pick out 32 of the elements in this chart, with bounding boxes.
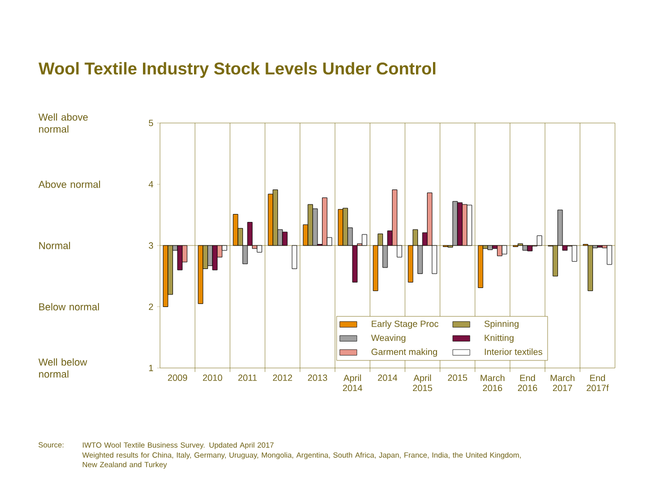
x-tick-label: 2011	[238, 374, 257, 381]
x-tick-label: April 2015	[412, 374, 432, 392]
legend-label: Spinning	[484, 320, 519, 329]
y-tick-label: 1	[149, 364, 154, 372]
text: Above normal	[38, 180, 100, 188]
x-tick-label: 2014	[378, 374, 398, 381]
x-tick-label: 2012	[272, 374, 292, 381]
legend-label: Garment making	[372, 348, 437, 357]
x-tick-label: April 2014	[342, 374, 362, 392]
bar	[478, 245, 484, 288]
bar	[292, 245, 298, 270]
text: Normal	[39, 242, 70, 250]
x-tick-label: End 2017f	[586, 374, 609, 392]
x-tick-label: 2009	[168, 374, 188, 381]
legend-label: Interior textiles	[484, 348, 542, 356]
legend-label: Weaving	[371, 334, 406, 343]
x-tick-label: 2015	[448, 374, 468, 381]
x-tick-label: March 2016	[480, 374, 504, 392]
text: Below normal	[39, 303, 99, 310]
chart-title: Wool Textile Industry Stock Levels Under Control	[38, 62, 436, 78]
y-tick-label: 3	[148, 242, 154, 249]
y-tick-label: 2	[148, 304, 154, 310]
text: Well above normal	[38, 113, 88, 133]
x-tick-label: 2013	[308, 374, 328, 381]
y-tick-label: 5	[148, 120, 154, 126]
legend-label: Knitting	[484, 334, 514, 343]
x-tick-label: 2010	[202, 374, 222, 381]
x-tick-label: March 2017	[550, 374, 574, 392]
text: Well below normal	[38, 358, 88, 378]
x-tick-label: End 2016	[518, 374, 538, 392]
y-tick-label: 4	[148, 181, 154, 188]
legend-label: Early Stage Proc	[372, 320, 438, 329]
